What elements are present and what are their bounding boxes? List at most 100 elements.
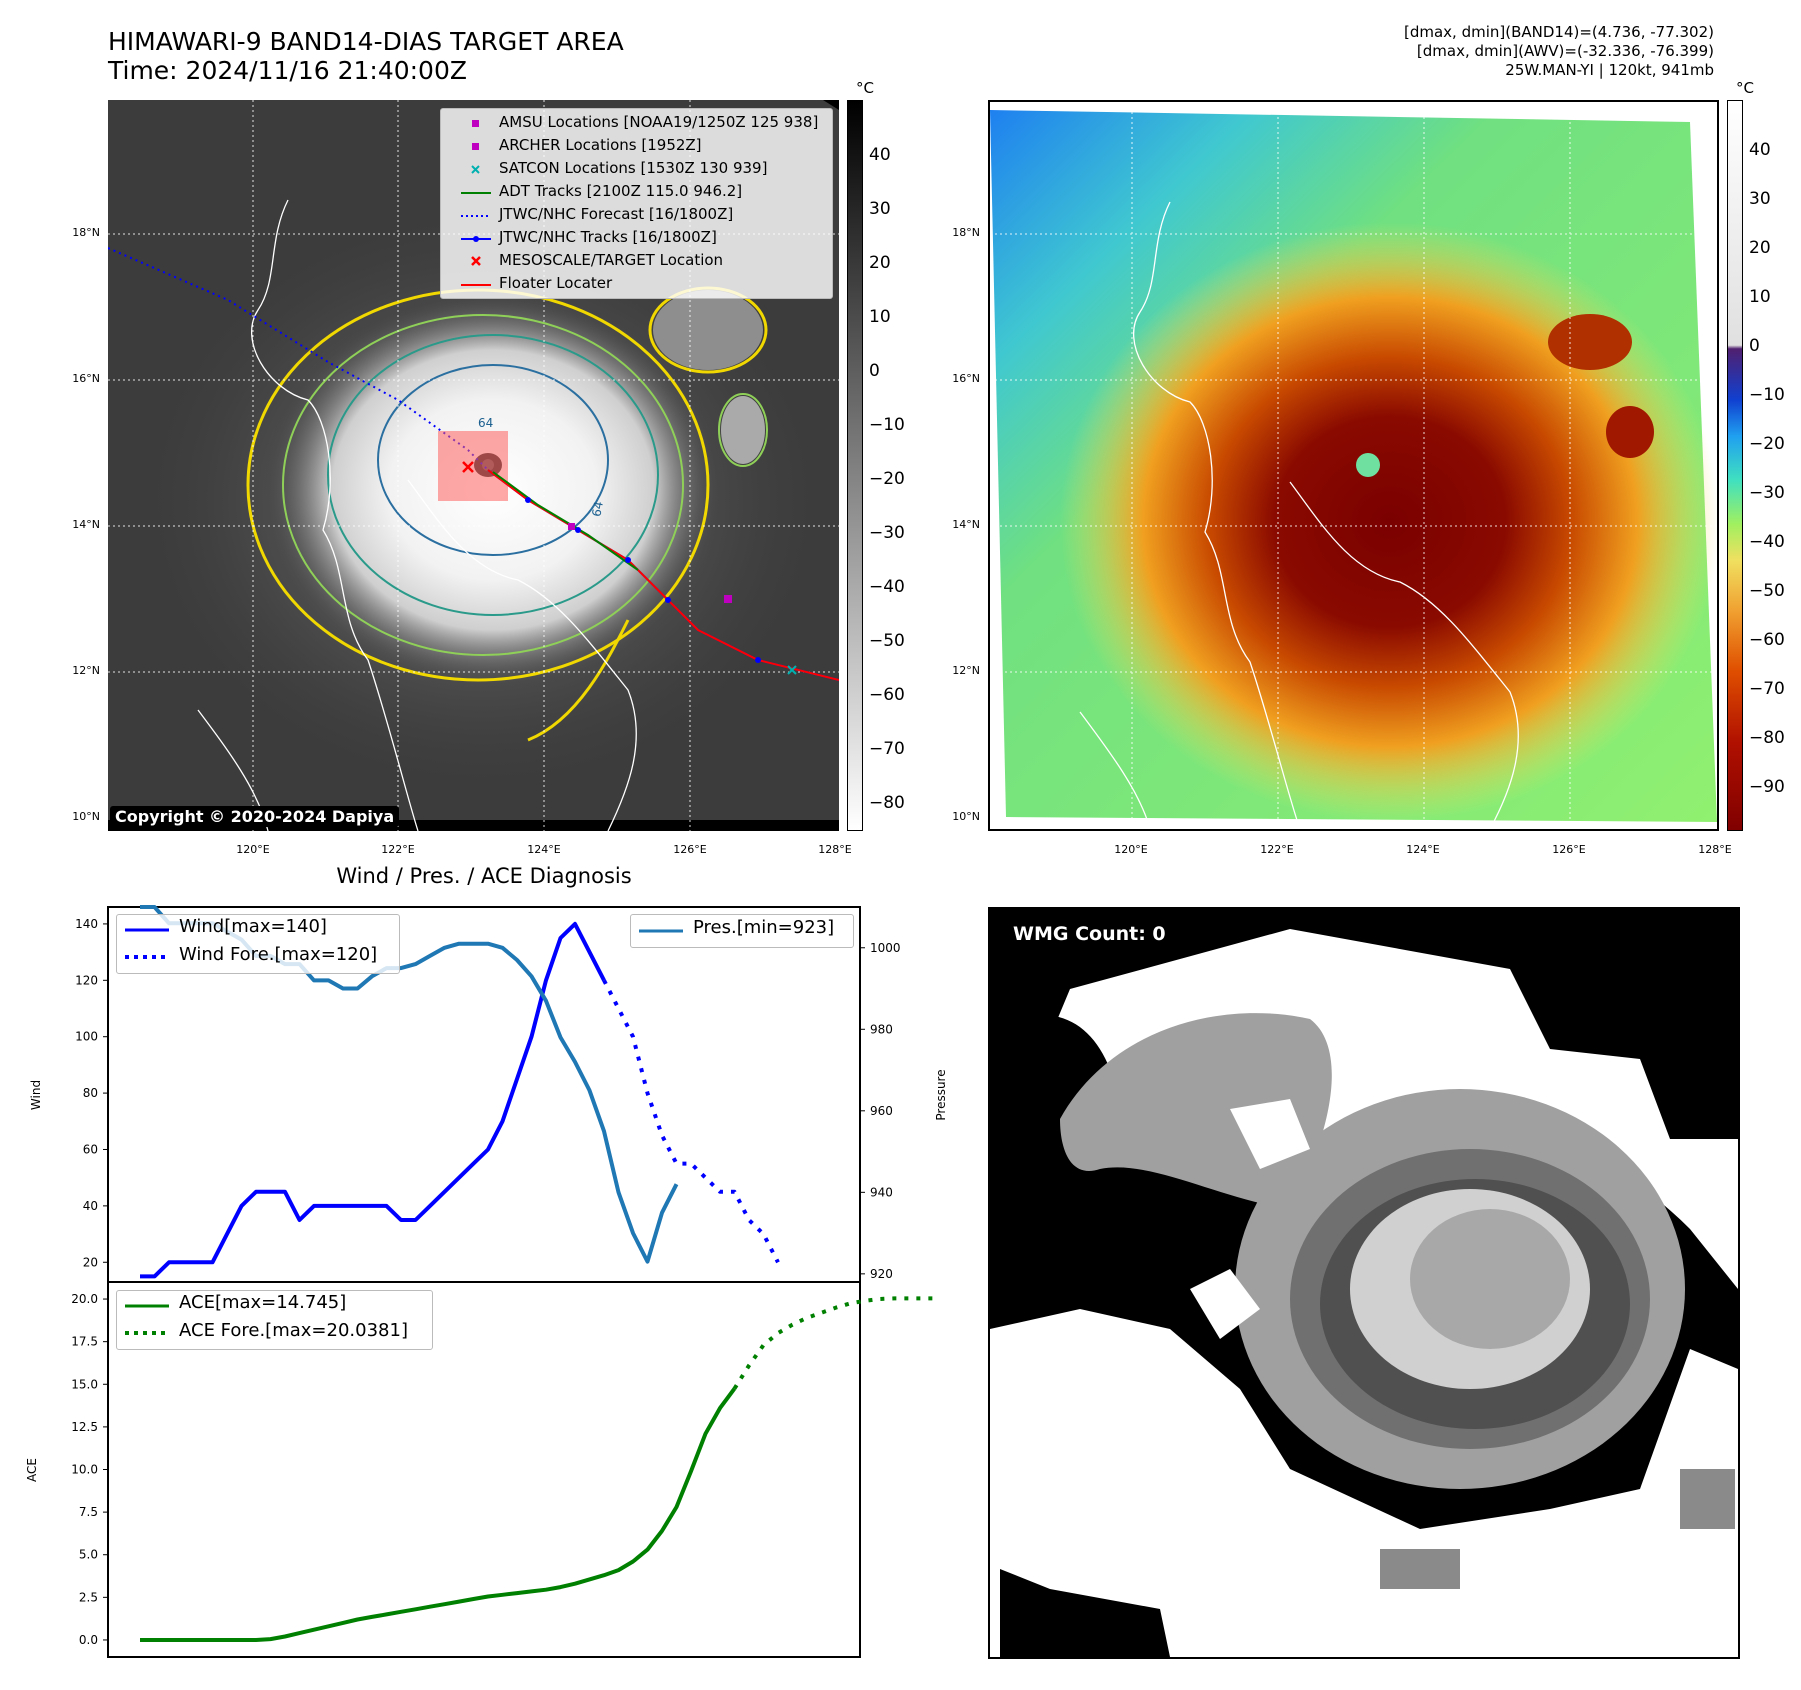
legend-label: Wind[max=140] — [179, 916, 327, 937]
ace-tick-label: 0.0 — [79, 1633, 98, 1647]
colorbar-tick: 30 — [869, 199, 891, 219]
lat-tick: 16°N — [952, 372, 980, 385]
line-dot-icon — [461, 236, 491, 242]
colorbar-tick: 10 — [869, 307, 891, 327]
colorbar-tick: −60 — [1749, 630, 1785, 650]
ace-tick-label: 12.5 — [71, 1420, 98, 1434]
pressure-axis-label: Pressure — [934, 1069, 948, 1120]
ir-colorbar — [847, 100, 863, 831]
lon-tick: 120°E — [1114, 843, 1148, 856]
wind-tick-label: 100 — [75, 1030, 98, 1044]
ir-colorbar-unit: °C — [856, 79, 874, 97]
wind-tick-label: 60 — [83, 1142, 98, 1156]
colorbar-tick: −10 — [1749, 385, 1785, 405]
colorbar-tick: 30 — [1749, 189, 1771, 209]
lat-tick: 16°N — [72, 372, 100, 385]
lon-tick: 122°E — [1260, 843, 1294, 856]
colorbar-tick: −30 — [1749, 483, 1785, 503]
wind-tick-label: 120 — [75, 973, 98, 987]
colorbar-tick: −70 — [1749, 679, 1785, 699]
line-marker-icon — [461, 284, 491, 286]
legend-label: ACE Fore.[max=20.0381] — [179, 1320, 408, 1341]
ace-tick-label: 15.0 — [71, 1377, 98, 1391]
pressure-legend: Pres.[min=923] — [630, 914, 854, 948]
lon-tick: 124°E — [527, 843, 561, 856]
legend-label: Pres.[min=923] — [693, 917, 835, 938]
awv-colorbar — [1727, 100, 1743, 831]
ace-tick-label: 7.5 — [79, 1505, 98, 1519]
contour-label: 64 — [478, 416, 494, 430]
wind-tick-label: 140 — [75, 917, 98, 931]
colorbar-tick: −20 — [869, 469, 905, 489]
info-line-1: [dmax, dmin](BAND14)=(4.736, -77.302) — [1403, 23, 1714, 41]
colorbar-tick: −50 — [869, 631, 905, 651]
ace-series-line — [140, 1387, 737, 1642]
pressure-tick-label: 1000 — [870, 941, 901, 955]
contour-label: 64 — [589, 500, 606, 518]
colorbar-tick: 40 — [1749, 140, 1771, 160]
figure-time: Time: 2024/11/16 21:40:00Z — [108, 56, 467, 85]
lon-tick: 120°E — [236, 843, 270, 856]
colorbar-tick: −10 — [869, 415, 905, 435]
info-line-2: [dmax, dmin](AWV)=(-32.336, -76.399) — [1416, 42, 1714, 60]
awv-satellite-image — [990, 102, 1720, 830]
square-marker-icon — [472, 120, 479, 127]
wind-series-line — [140, 921, 606, 1279]
solid-line-icon — [125, 928, 169, 932]
wind-forecast-series-line — [602, 979, 780, 1264]
legend-label: ACE[max=14.745] — [179, 1292, 347, 1313]
dotted-line-icon — [125, 955, 169, 959]
pressure-tick-label: 940 — [870, 1185, 893, 1199]
diag-chart: 20 40 60 80 100 120 140 920 940 960 980 1000 0.0 2.… — [25, 905, 948, 1658]
pressure-tick-label: 980 — [870, 1022, 893, 1036]
awv-map-panel — [988, 100, 1720, 831]
lat-tick: 14°N — [952, 518, 980, 531]
ace-forecast-series-line — [732, 1296, 938, 1390]
ir-map-panel: 64 64 AMSU Locations [NOAA19/1250Z 125 9… — [107, 100, 840, 832]
lon-tick: 122°E — [381, 843, 415, 856]
x-marker-icon — [471, 165, 480, 174]
colorbar-tick: −50 — [1749, 581, 1785, 601]
lon-tick: 124°E — [1406, 843, 1440, 856]
lat-tick: 14°N — [72, 518, 100, 531]
wind-tick-label: 20 — [83, 1255, 98, 1269]
pressure-axis-ticks: 920 940 960 980 1000 — [860, 941, 901, 1281]
dotted-line-icon — [461, 215, 491, 217]
lat-tick: 10°N — [952, 810, 980, 823]
lat-tick: 18°N — [952, 226, 980, 239]
line-marker-icon — [461, 192, 491, 194]
ace-tick-label: 2.5 — [79, 1590, 98, 1604]
awv-colorbar-unit: °C — [1736, 79, 1754, 97]
colorbar-tick: −90 — [1749, 777, 1785, 797]
pressure-tick-label: 960 — [870, 1104, 893, 1118]
ace-axis-label: ACE — [25, 1458, 39, 1482]
target-area-box — [438, 431, 508, 501]
copyright-label: Copyright © 2020-2024 Dapiya — [110, 806, 400, 827]
wind-tick-label: 40 — [83, 1199, 98, 1213]
ace-legend: ACE[max=14.745] ACE Fore.[max=20.0381] — [116, 1290, 433, 1350]
pressure-tick-label: 920 — [870, 1267, 893, 1281]
colorbar-tick: −40 — [869, 577, 905, 597]
wind-axis-ticks: 20 40 60 80 100 120 140 — [75, 917, 108, 1269]
colorbar-tick: 0 — [869, 361, 880, 381]
wmg-panel: WMG Count: 0 — [988, 907, 1740, 1659]
colorbar-tick: 0 — [1749, 336, 1760, 356]
dotted-line-icon — [125, 1331, 169, 1335]
colorbar-tick: 20 — [869, 253, 891, 273]
ace-tick-label: 17.5 — [71, 1335, 98, 1349]
lat-tick: 12°N — [952, 664, 980, 677]
wind-legend: Wind[max=140] Wind Fore.[max=120] — [116, 914, 400, 974]
x-marker-icon — [471, 256, 481, 266]
diag-title: Wind / Pres. / ACE Diagnosis — [336, 864, 632, 888]
lon-tick: 128°E — [818, 843, 852, 856]
lon-tick: 126°E — [673, 843, 707, 856]
colorbar-tick: −80 — [1749, 728, 1785, 748]
colorbar-tick: 40 — [869, 145, 891, 165]
solid-line-icon — [125, 1304, 169, 1308]
colorbar-tick: −20 — [1749, 434, 1785, 454]
lat-tick: 10°N — [72, 810, 100, 823]
wmg-count-label: WMG Count: 0 — [1006, 921, 1173, 947]
lon-tick: 126°E — [1552, 843, 1586, 856]
lat-tick: 18°N — [72, 226, 100, 239]
wind-axis-label: Wind — [29, 1080, 43, 1110]
